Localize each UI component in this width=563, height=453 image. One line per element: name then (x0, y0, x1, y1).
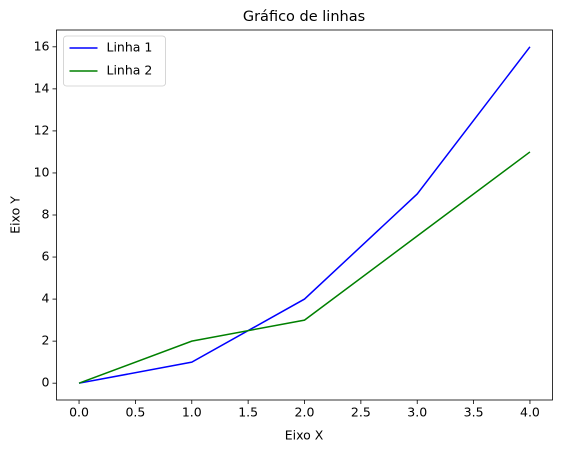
x-tick-label: 3.5 (464, 405, 484, 420)
legend-label: Linha 2 (107, 63, 153, 78)
x-tick-label: 3.0 (407, 405, 427, 420)
chart-title: Gráfico de linhas (243, 9, 365, 25)
y-tick-label: 4 (42, 291, 50, 306)
x-tick-label: 2.0 (295, 405, 315, 420)
x-tick-label: 1.0 (182, 405, 202, 420)
y-tick-label: 2 (42, 333, 50, 348)
line-series (78, 151, 531, 384)
plot-frame (56, 29, 553, 401)
y-tick-label: 6 (42, 249, 50, 264)
x-tick-label: 0.0 (69, 405, 89, 420)
x-tick-label: 4.0 (520, 405, 540, 420)
y-tick-label: 8 (42, 207, 50, 222)
y-axis-label: Eixo Y (8, 196, 23, 234)
line-series (78, 46, 531, 384)
y-tick-label: 14 (34, 80, 50, 95)
x-tick-label: 1.5 (238, 405, 258, 420)
x-axis-label: Eixo X (285, 428, 324, 443)
legend-label: Linha 1 (107, 40, 153, 55)
y-tick-label: 12 (34, 122, 50, 137)
y-tick-label: 10 (34, 164, 50, 179)
x-tick-label: 0.5 (125, 405, 145, 420)
y-tick-label: 16 (34, 38, 50, 53)
x-tick-label: 2.5 (351, 405, 371, 420)
y-tick-label: 0 (42, 375, 50, 390)
